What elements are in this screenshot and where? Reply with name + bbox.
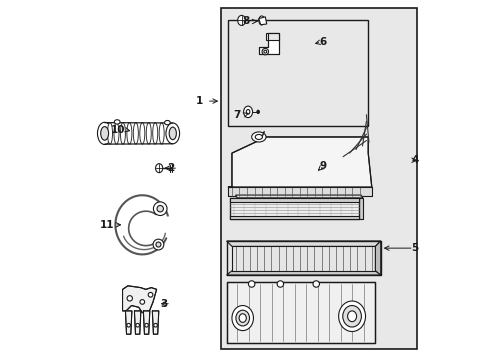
Ellipse shape [107,123,112,144]
Ellipse shape [164,121,170,125]
Ellipse shape [148,292,153,297]
Ellipse shape [146,123,151,144]
Text: 7: 7 [233,110,241,120]
Polygon shape [230,198,359,202]
Polygon shape [152,311,159,334]
Ellipse shape [159,123,164,144]
Ellipse shape [165,123,179,144]
Polygon shape [125,311,132,334]
Polygon shape [359,198,362,220]
Ellipse shape [248,281,254,287]
Ellipse shape [256,110,259,113]
Ellipse shape [347,311,356,321]
Ellipse shape [140,123,144,144]
Ellipse shape [114,120,120,124]
Ellipse shape [152,123,158,144]
Text: 4: 4 [410,155,418,165]
Bar [228,21,367,126]
Text: 9: 9 [319,161,326,171]
Ellipse shape [114,123,119,144]
Ellipse shape [264,50,266,53]
Ellipse shape [258,16,264,25]
Polygon shape [228,137,371,187]
Ellipse shape [235,310,249,326]
Polygon shape [226,241,380,246]
Ellipse shape [231,306,253,330]
Ellipse shape [246,109,249,114]
Ellipse shape [251,132,265,142]
Ellipse shape [169,127,176,140]
Polygon shape [265,33,278,40]
Text: 3: 3 [160,299,167,309]
Text: 8: 8 [242,17,249,27]
Ellipse shape [255,134,262,139]
Polygon shape [230,216,359,220]
Polygon shape [226,271,380,275]
Ellipse shape [237,15,245,26]
Ellipse shape [155,164,163,173]
Bar [221,8,416,348]
Text: 11: 11 [100,220,115,230]
Ellipse shape [157,206,163,212]
Ellipse shape [140,300,144,304]
Text: 1: 1 [196,96,203,106]
Polygon shape [230,198,359,220]
Ellipse shape [153,202,167,216]
Polygon shape [228,187,371,196]
Ellipse shape [101,127,108,140]
Polygon shape [375,241,380,275]
Ellipse shape [338,301,365,332]
Polygon shape [231,246,375,271]
Ellipse shape [277,281,283,287]
Ellipse shape [153,239,163,250]
Ellipse shape [127,296,132,301]
Ellipse shape [243,106,252,118]
Polygon shape [122,286,156,313]
Polygon shape [258,33,278,54]
Ellipse shape [156,242,161,247]
Polygon shape [134,311,141,334]
Polygon shape [258,17,266,25]
Ellipse shape [97,122,112,144]
Ellipse shape [153,323,157,327]
Ellipse shape [120,123,125,144]
Text: 10: 10 [111,125,125,135]
Ellipse shape [133,123,138,144]
Text: 2: 2 [167,163,174,173]
Text: 5: 5 [410,243,418,253]
Ellipse shape [312,281,319,287]
Ellipse shape [239,314,246,322]
Ellipse shape [136,323,139,327]
Polygon shape [235,195,362,198]
Ellipse shape [262,48,268,55]
Ellipse shape [144,323,148,327]
Polygon shape [143,311,149,334]
Ellipse shape [126,323,130,327]
Ellipse shape [342,306,361,327]
Ellipse shape [126,123,132,144]
Text: 6: 6 [319,37,326,47]
Polygon shape [226,282,375,343]
